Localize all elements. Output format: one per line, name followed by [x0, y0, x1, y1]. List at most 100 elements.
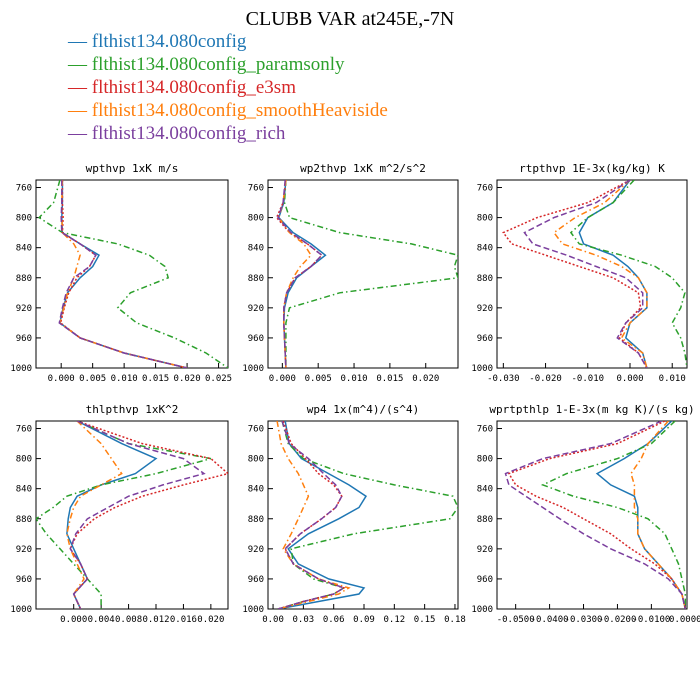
plot-frame [267, 420, 459, 610]
x-tick-label: 0.020 [412, 374, 439, 384]
series-line [595, 421, 687, 609]
series-line [37, 180, 228, 368]
legend-label: flthist134.080config_smoothHeaviside [91, 100, 388, 121]
legend-label: flthist134.080config_rich [91, 123, 286, 144]
legend-entry: — flthist134.080config_rich [68, 122, 388, 145]
y-tick-label: 760 [16, 425, 32, 435]
y-tick-label: 1000 [471, 364, 493, 374]
series-line [277, 421, 346, 609]
x-tick-label: 0.00 [262, 615, 284, 625]
legend-label: flthist134.080config [91, 31, 247, 52]
y-tick-label: 960 [16, 575, 32, 585]
y-tick-label: 880 [248, 274, 264, 284]
x-tick-label: 0.010 [111, 374, 138, 384]
y-tick-label: 960 [477, 334, 493, 344]
x-tick-label: 0.004 [88, 615, 115, 625]
panel-title: rtpthvp 1E-3x(kg/kg) K [519, 162, 665, 175]
x-tick-label: 0.0000 [669, 615, 700, 625]
legend-label: flthist134.080config_e3sm [91, 77, 296, 98]
legend-entry: — flthist134.080config_paramsonly [68, 53, 388, 76]
x-tick-label: 0.015 [142, 374, 169, 384]
x-tick-label: 0.020 [174, 374, 201, 384]
panel: wp2thvp 1xK m^2/s^2 760 800 840 880 920 960 100… [242, 162, 459, 384]
series-line [277, 180, 323, 368]
x-tick-label: -0.0500 [497, 615, 535, 625]
y-tick-label: 800 [16, 214, 32, 224]
y-tick-label: 880 [16, 515, 32, 525]
legend-dash-icon: — [68, 54, 87, 75]
x-tick-label: -0.0300 [565, 615, 603, 625]
y-tick-label: 840 [16, 244, 32, 254]
series-line [283, 180, 458, 368]
panel: wprtpthlp 1-E-3x(m kg K)/(s kg) 760 800 840… [471, 403, 700, 625]
y-tick-label: 920 [248, 304, 264, 314]
y-tick-label: 880 [16, 274, 32, 284]
x-tick-label: 0.000 [269, 374, 296, 384]
series-line [275, 180, 323, 368]
plot-frame [496, 420, 688, 610]
series-line [277, 421, 458, 609]
series-line [36, 421, 212, 609]
series-line [552, 180, 648, 368]
panel-title: wp2thvp 1xK m^2/s^2 [300, 162, 426, 175]
y-tick-label: 960 [16, 334, 32, 344]
series-line [569, 180, 687, 368]
x-tick-label: 0.03 [293, 615, 315, 625]
x-tick-label: 0.000 [616, 374, 643, 384]
plot-frame [267, 179, 459, 369]
y-tick-label: 880 [477, 274, 493, 284]
x-tick-label: 0.15 [414, 615, 436, 625]
panel: wp4 1x(m^4)/(s^4)76080084088092096010000… [242, 403, 465, 625]
y-tick-label: 920 [477, 304, 493, 314]
panel-title: wpthvp 1xK m/s [86, 162, 179, 175]
y-tick-label: 840 [16, 485, 32, 495]
x-tick-label: 0.000 [48, 374, 75, 384]
series-line [630, 421, 687, 609]
y-tick-label: 840 [248, 244, 264, 254]
series-line [502, 180, 648, 368]
y-tick-label: 760 [248, 425, 264, 435]
x-tick-label: 0.005 [305, 374, 332, 384]
series-line [66, 421, 158, 609]
series-line [277, 421, 346, 609]
series-line [507, 421, 687, 609]
series-line [58, 180, 188, 368]
y-tick-label: 760 [248, 184, 264, 194]
x-tick-label: 0.06 [323, 615, 345, 625]
y-tick-label: 1000 [10, 605, 32, 615]
figure-title: CLUBB VAR at245E,-7N [245, 8, 455, 30]
x-tick-label: 0.020 [197, 615, 224, 625]
legend-dash-icon: — [68, 31, 87, 52]
series-line [69, 421, 206, 609]
y-tick-label: 920 [477, 545, 493, 555]
x-tick-label: 0.12 [383, 615, 405, 625]
series-line [540, 421, 687, 609]
y-tick-label: 1000 [471, 605, 493, 615]
x-tick-label: -0.0100 [632, 615, 670, 625]
y-tick-label: 1000 [242, 364, 264, 374]
series-line [523, 180, 648, 368]
x-tick-label: 0.005 [79, 374, 106, 384]
x-tick-label: -0.010 [572, 374, 605, 384]
y-tick-label: 920 [16, 545, 32, 555]
y-tick-label: 800 [248, 455, 264, 465]
series-line [59, 180, 188, 368]
legend: — flthist134.080config — flthist134.080c… [68, 30, 388, 145]
plot-frame [496, 179, 688, 369]
x-tick-label: 0.010 [340, 374, 367, 384]
x-tick-label: -0.030 [487, 374, 520, 384]
y-tick-label: 1000 [10, 364, 32, 374]
y-tick-label: 840 [477, 244, 493, 254]
panel-title: wprtpthlp 1-E-3x(m kg K)/(s kg) [489, 403, 694, 416]
x-tick-label: 0.09 [353, 615, 375, 625]
y-tick-label: 960 [248, 334, 264, 344]
y-tick-label: 800 [477, 214, 493, 224]
y-tick-label: 840 [477, 485, 493, 495]
series-line [504, 421, 687, 609]
legend-entry: — flthist134.080config [68, 30, 388, 53]
series-line [578, 180, 648, 368]
x-tick-label: 0.016 [170, 615, 197, 625]
y-tick-label: 800 [248, 214, 264, 224]
x-tick-label: -0.0200 [598, 615, 636, 625]
x-tick-label: 0.012 [142, 615, 169, 625]
